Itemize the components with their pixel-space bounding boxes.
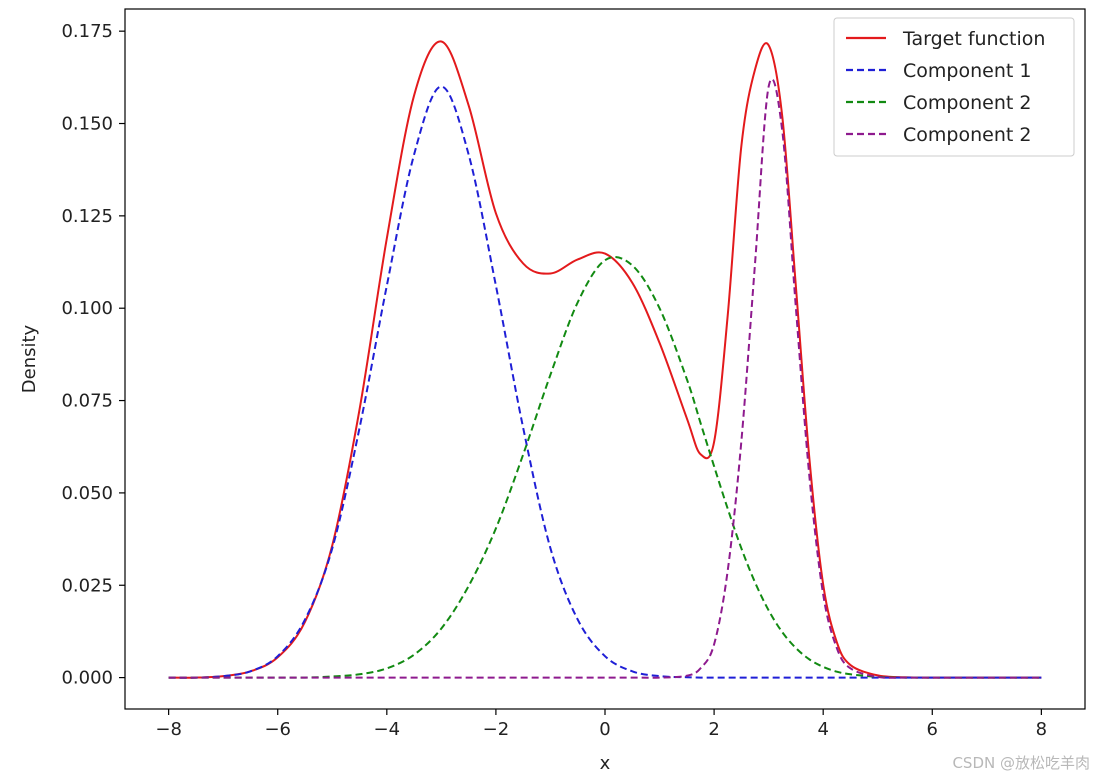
- y-tick-label: 0.075: [61, 391, 113, 412]
- x-axis-label: x: [600, 753, 611, 774]
- watermark: CSDN @放松吃羊肉: [952, 754, 1090, 772]
- y-tick-label: 0.175: [61, 21, 113, 42]
- legend: Target function Component 1 Component 2 Com…: [833, 17, 1075, 157]
- x-tick-label: −6: [264, 719, 291, 740]
- x-tick-label: 0: [599, 719, 610, 740]
- y-tick-label: 0.025: [61, 575, 113, 596]
- x-tick-label: −8: [155, 719, 182, 740]
- y-tick-label: 0.125: [61, 206, 113, 227]
- series-component-2-purple: [168, 78, 1042, 679]
- legend-box: [833, 17, 1075, 157]
- x-tick-label: 8: [1036, 719, 1047, 740]
- x-tick-label: 4: [817, 719, 828, 740]
- x-tick-label: −2: [483, 719, 510, 740]
- y-axis: 0.000 0.025 0.050 0.075 0.100 0.125 0.150 0.175: [61, 21, 125, 689]
- series-component-2-green: [168, 256, 1042, 679]
- x-tick-label: −4: [374, 719, 401, 740]
- series-target-function: [168, 40, 1042, 679]
- y-tick-label: 0.100: [61, 298, 113, 319]
- legend-label: Component 2: [903, 124, 1031, 146]
- y-tick-label: 0.150: [61, 114, 113, 135]
- x-tick-label: 6: [927, 719, 938, 740]
- series-component-1: [168, 85, 1042, 679]
- y-axis-label: Density: [19, 324, 40, 393]
- x-tick-label: 2: [708, 719, 719, 740]
- legend-label: Component 1: [903, 60, 1031, 82]
- legend-label: Target function: [902, 28, 1045, 50]
- y-tick-label: 0.050: [61, 483, 113, 504]
- x-axis: −8 −6 −4 −2 0 2 4 6 8: [155, 709, 1047, 740]
- legend-label: Component 2: [903, 92, 1031, 114]
- series-layer: [168, 40, 1042, 679]
- y-tick-label: 0.000: [61, 668, 113, 689]
